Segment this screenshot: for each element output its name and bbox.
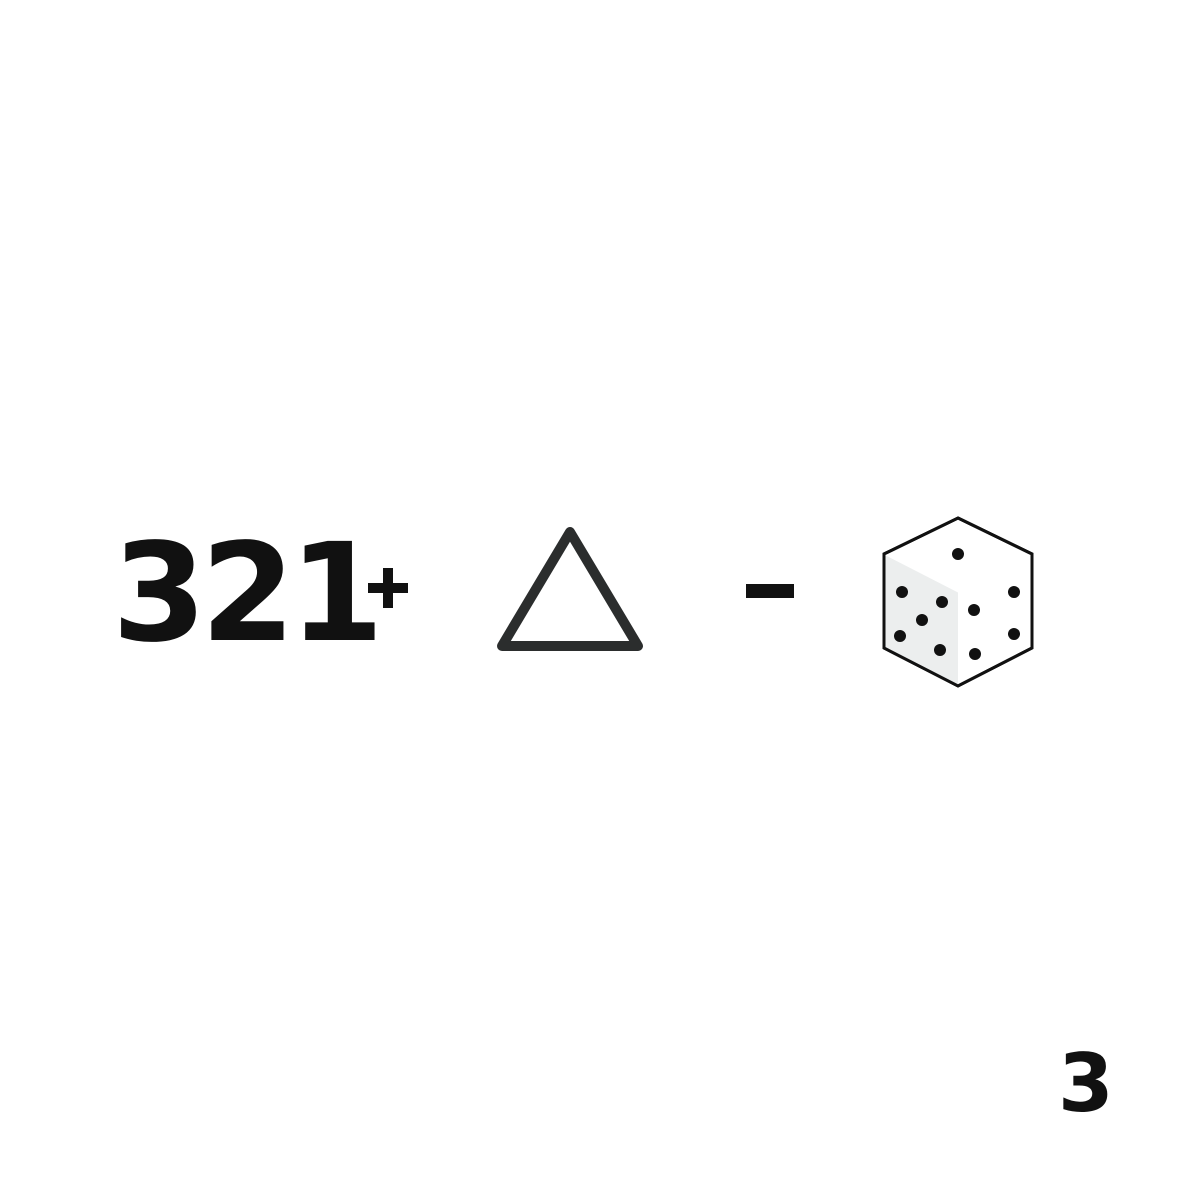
die-pip xyxy=(934,644,946,656)
die-pip xyxy=(936,596,948,608)
plus-operator xyxy=(368,568,408,608)
die-pip xyxy=(1008,586,1020,598)
die-pip xyxy=(916,614,928,626)
minus-operator xyxy=(746,584,794,598)
equation-number: 321 xyxy=(112,515,384,673)
dice-cube-icon xyxy=(882,516,1034,688)
die-pip xyxy=(1008,628,1020,640)
die-pip xyxy=(968,604,980,616)
page-number: 3 xyxy=(1058,1037,1114,1130)
die-pip xyxy=(894,630,906,642)
die-pip xyxy=(969,648,981,660)
die-pip xyxy=(952,548,964,560)
die-pip xyxy=(896,586,908,598)
triangle-icon xyxy=(497,527,643,651)
